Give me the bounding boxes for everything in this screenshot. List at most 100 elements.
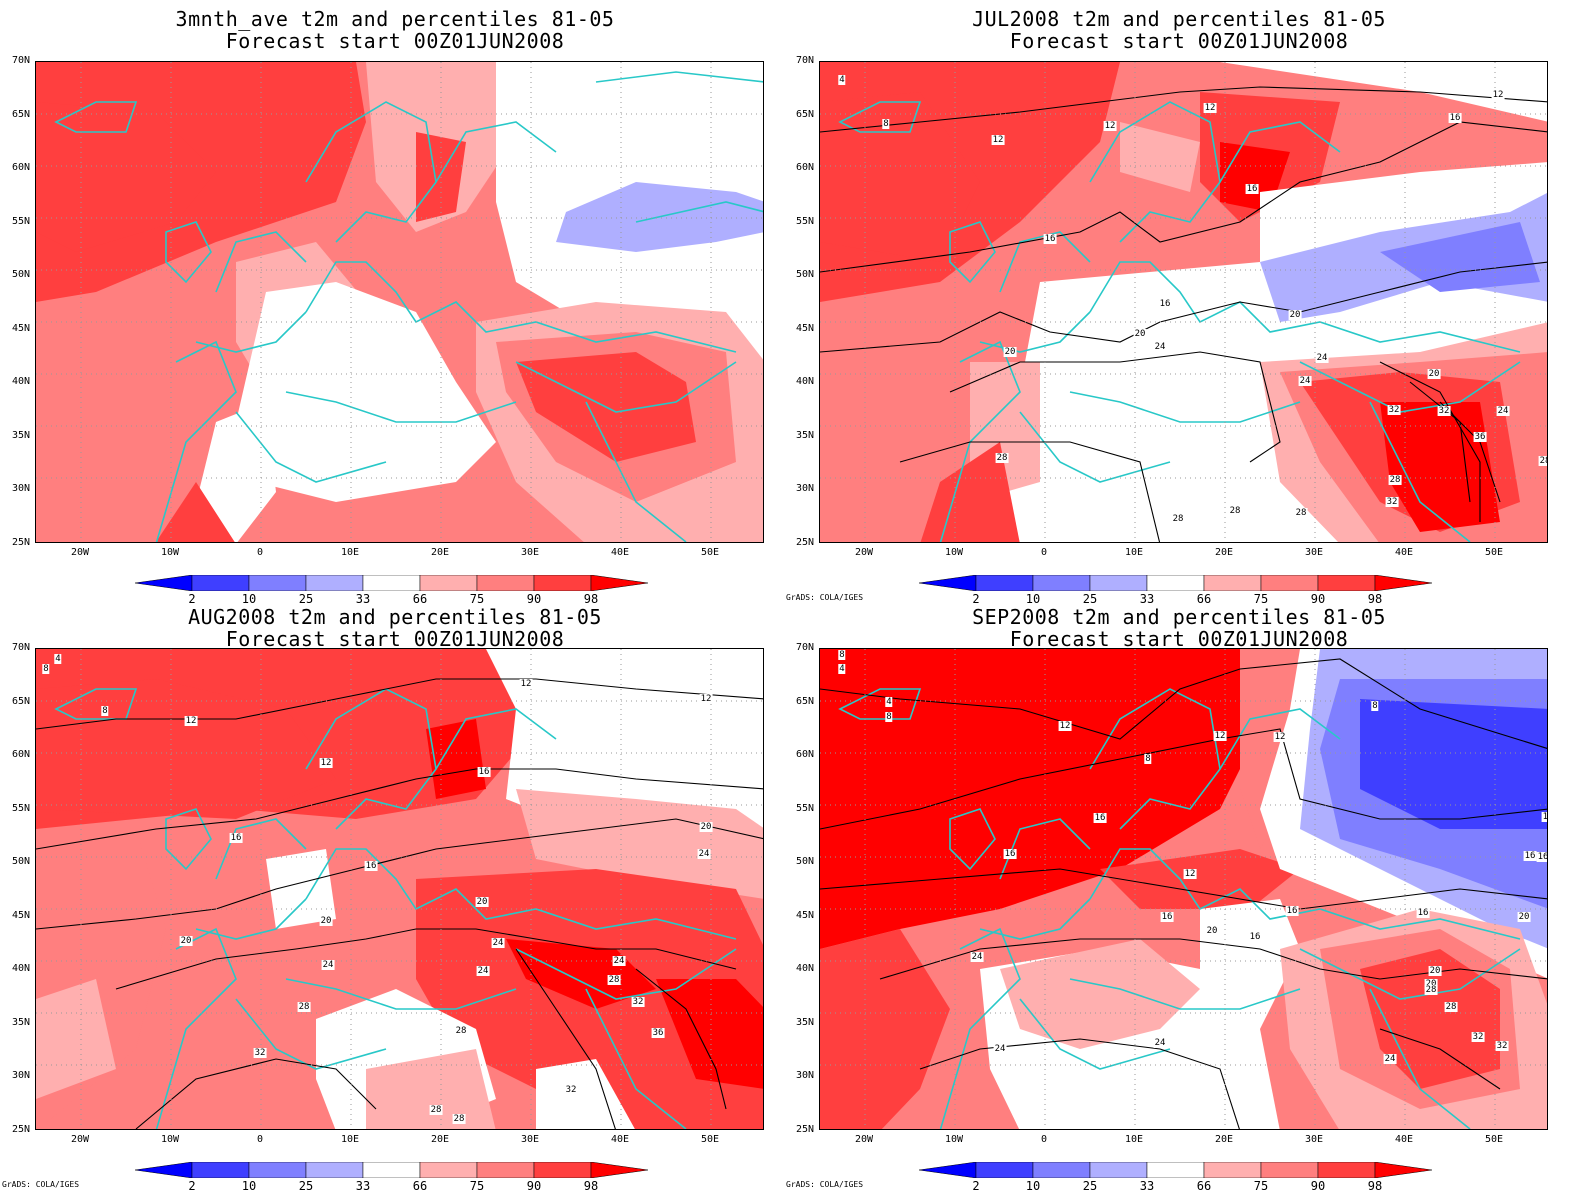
contour-label: 20 bbox=[1428, 966, 1442, 976]
colorbar-label: 10 bbox=[1025, 1179, 1041, 1193]
colorbar-label: 10 bbox=[1025, 592, 1041, 606]
lon-tick-label: 0 bbox=[256, 547, 264, 558]
lat-tick-label: 35N bbox=[795, 1016, 814, 1028]
contour-label: 24 bbox=[1153, 342, 1167, 352]
contour-label: 16 bbox=[1285, 906, 1299, 916]
colorbar-segment bbox=[590, 1162, 649, 1178]
lon-tick-label: 50E bbox=[700, 547, 720, 558]
colorbar-segment bbox=[919, 575, 977, 591]
colorbar-segment bbox=[248, 1162, 307, 1178]
colorbar-segment bbox=[1032, 575, 1091, 591]
contour-label: 16 bbox=[364, 861, 378, 871]
colorbar-segment bbox=[362, 575, 421, 591]
contour-label: 24 bbox=[993, 1044, 1007, 1054]
colorbar-segment bbox=[419, 1162, 478, 1178]
contour-label: 28 bbox=[607, 975, 621, 985]
contour-label: 4 bbox=[838, 75, 846, 85]
contour-label: 16 bbox=[1416, 908, 1430, 918]
panel-title: AUG2008 t2m and percentiles 81-05 bbox=[188, 605, 602, 629]
map-panel-1: 3mnth_ave t2m and percentiles 81-05 Fore… bbox=[0, 0, 790, 605]
colorbar-segment bbox=[419, 575, 478, 591]
contour-label: 20 bbox=[319, 916, 333, 926]
map-panel-3: AUG2008 t2m and percentiles 81-05 Foreca… bbox=[0, 598, 790, 1196]
colorbar-segment bbox=[1260, 1162, 1319, 1178]
panel-subtitle: Forecast start 00Z01JUN2008 bbox=[225, 627, 565, 651]
colorbar-label: 75 bbox=[1253, 1179, 1269, 1193]
colorbar-segment bbox=[1374, 1162, 1433, 1178]
map-plot: 8 4 4 8 8 12 12 12 8 16 16 16 12 16 16 16 20 20 20 24 24 24 28… bbox=[819, 648, 1548, 1130]
colorbar-segment bbox=[975, 575, 1034, 591]
contour-label: 28 bbox=[454, 1026, 468, 1036]
lon-tick-label: 0 bbox=[1040, 547, 1048, 558]
lat-tick-label: 50N bbox=[11, 856, 30, 868]
contour-label: 20 bbox=[1205, 926, 1219, 936]
contour-label: 24 bbox=[321, 960, 335, 970]
colorbar-segment bbox=[1089, 575, 1148, 591]
colorbar bbox=[135, 1162, 649, 1178]
colorbar-segment bbox=[1317, 1162, 1376, 1178]
map-fill bbox=[36, 62, 763, 542]
contour-label: 12 bbox=[1183, 869, 1197, 879]
lon-tick-label: 20E bbox=[1214, 547, 1234, 558]
lat-tick-label: 40N bbox=[11, 963, 30, 975]
contour-label: 12 bbox=[519, 679, 533, 689]
colorbar-label: 66 bbox=[412, 1179, 428, 1193]
contour-label: 32 bbox=[1471, 1032, 1485, 1042]
contour-label: 16 bbox=[477, 767, 491, 777]
colorbar-segment bbox=[1260, 575, 1319, 591]
lat-tick-label: 70N bbox=[11, 55, 30, 66]
colorbar-segment bbox=[1203, 575, 1262, 591]
colorbar bbox=[135, 575, 649, 591]
panel-title: JUL2008 t2m and percentiles 81-05 bbox=[972, 7, 1386, 31]
contour-label: 20 bbox=[1427, 369, 1441, 379]
lat-tick-label: 25N bbox=[795, 537, 814, 548]
colorbar-label: 33 bbox=[355, 592, 371, 606]
colorbar-label: 75 bbox=[469, 592, 485, 606]
contour-label: 8 bbox=[1371, 701, 1379, 711]
colorbar bbox=[919, 1162, 1433, 1178]
colorbar-label: 10 bbox=[241, 592, 257, 606]
lat-tick-label: 60N bbox=[11, 162, 30, 174]
colorbar-segment bbox=[362, 1162, 421, 1178]
map-plot: 4 8 12 12 12 16 16 16 16 20 20 20 20 24 24 24 24 32 32 36 28… bbox=[819, 61, 1548, 543]
contour-label: 16 bbox=[1003, 849, 1017, 859]
colorbar-label: 66 bbox=[412, 592, 428, 606]
contour-label: 8 bbox=[1144, 754, 1152, 764]
contour-label: 32 bbox=[1437, 406, 1451, 416]
contour-label: 8 bbox=[885, 712, 893, 722]
colorbar-segment bbox=[1146, 1162, 1205, 1178]
lat-tick-label: 55N bbox=[795, 802, 814, 814]
contour-label: 12 bbox=[1541, 812, 1547, 822]
contour-label: 16 bbox=[229, 833, 243, 843]
colorbar-segment bbox=[533, 575, 592, 591]
lon-tick-label: 10W bbox=[944, 547, 964, 558]
map-fill bbox=[36, 649, 763, 1129]
lat-tick-label: 30N bbox=[795, 1070, 814, 1082]
lon-tick-label: 50E bbox=[1484, 1134, 1504, 1145]
lat-tick-label: 60N bbox=[795, 162, 814, 174]
contour-label: 20 bbox=[1288, 310, 1302, 320]
lat-tick-label: 60N bbox=[11, 749, 30, 761]
colorbar-label: 90 bbox=[1310, 592, 1326, 606]
contour-label: 28 bbox=[1294, 508, 1308, 518]
contour-label: 24 bbox=[970, 952, 984, 962]
lon-tick-label: 10E bbox=[1124, 547, 1144, 558]
contour-label: 24 bbox=[491, 938, 505, 948]
colorbar-label: 2 bbox=[188, 592, 196, 606]
contour-label: 12 bbox=[991, 135, 1005, 145]
lat-tick-label: 40N bbox=[795, 376, 814, 388]
lon-tick-label: 0 bbox=[256, 1134, 264, 1145]
contour-label: 24 bbox=[476, 966, 490, 976]
colorbar-label: 98 bbox=[583, 592, 599, 606]
contour-label: 12 bbox=[184, 716, 198, 726]
contour-label: 28 bbox=[995, 453, 1009, 463]
contour-label: 12 bbox=[1058, 721, 1072, 731]
contour-label: 28 bbox=[1444, 1002, 1458, 1012]
lat-tick-label: 50N bbox=[795, 269, 814, 281]
colorbar-segment bbox=[191, 1162, 250, 1178]
lat-tick-label: 55N bbox=[11, 802, 30, 814]
lat-tick-label: 70N bbox=[795, 642, 814, 653]
contour-label: 28 bbox=[1388, 475, 1402, 485]
lon-tick-label: 40E bbox=[610, 547, 630, 558]
lon-tick-label: 20W bbox=[854, 547, 874, 558]
